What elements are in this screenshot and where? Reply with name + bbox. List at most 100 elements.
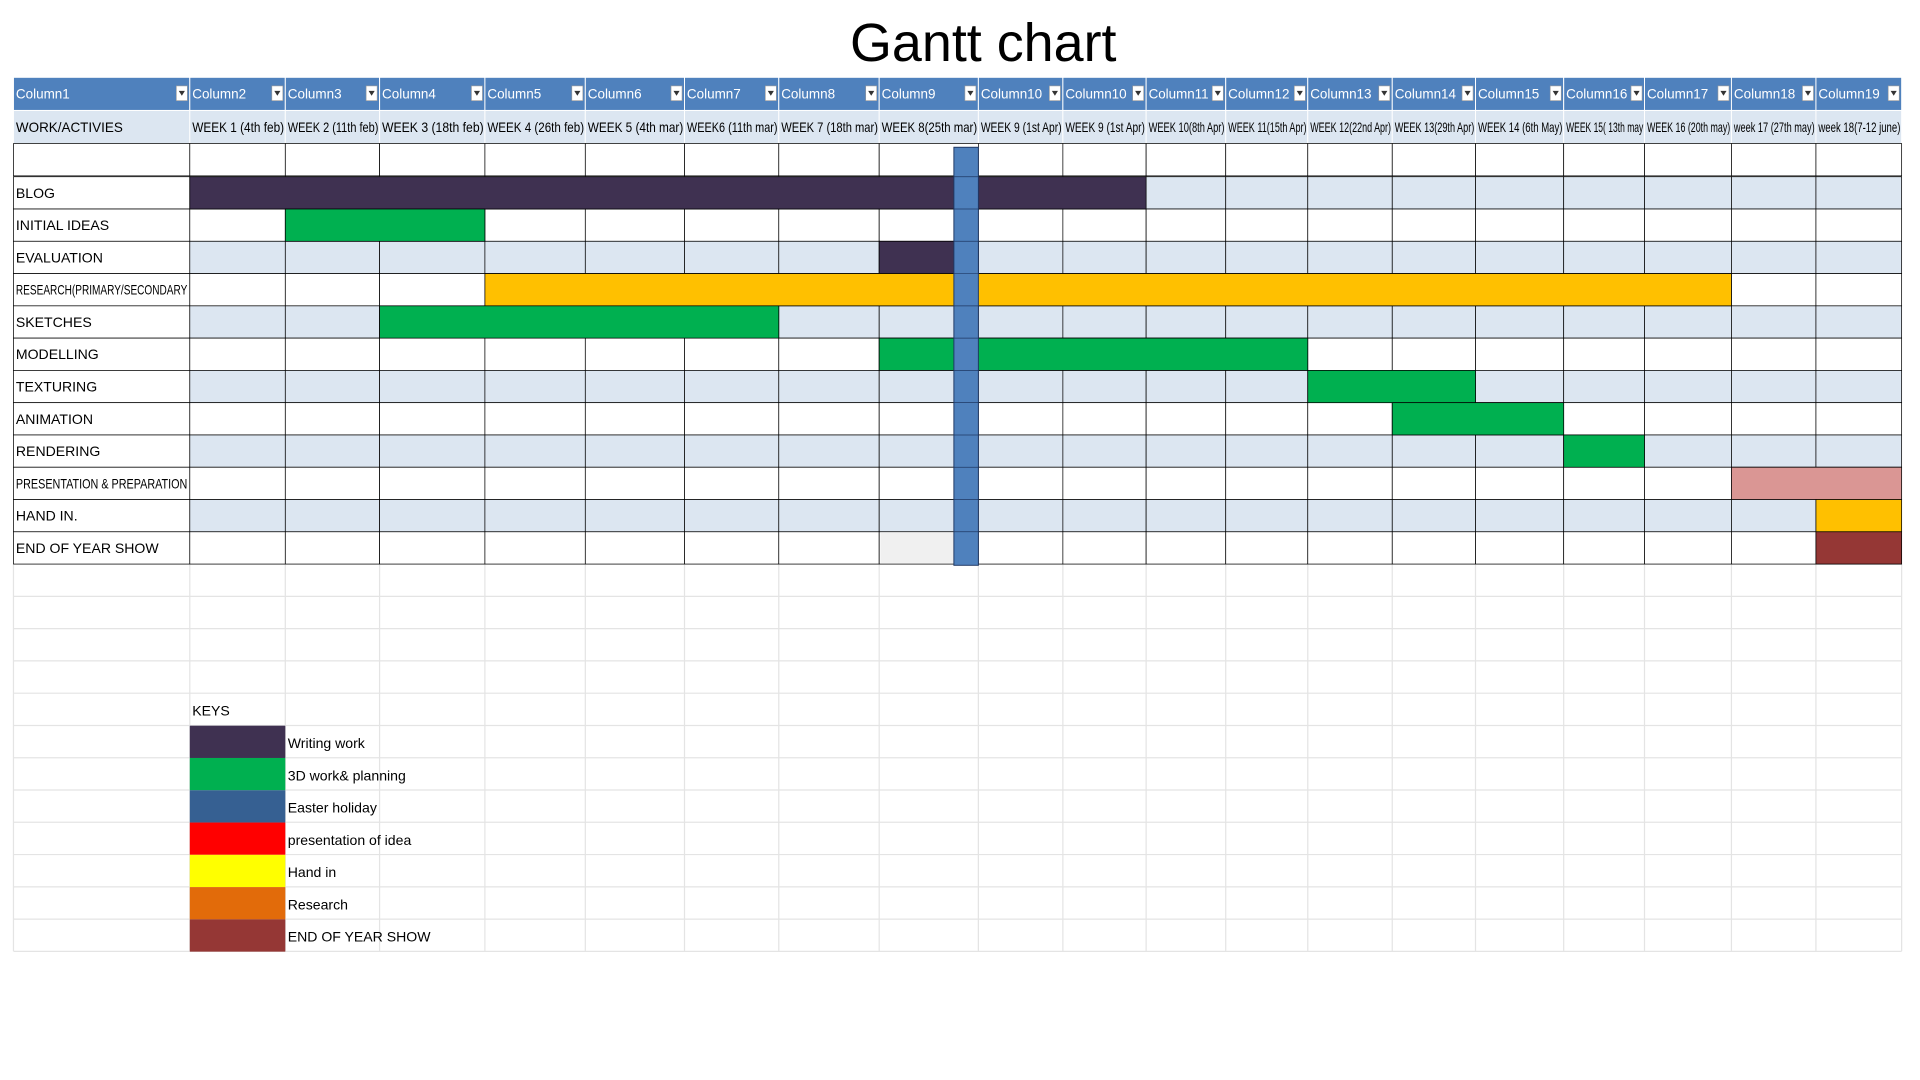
cell [778, 466, 880, 500]
cell [189, 208, 286, 242]
cell [284, 337, 380, 371]
cell [1307, 402, 1393, 436]
column-header: Column17 [1647, 87, 1708, 102]
cell [189, 434, 286, 468]
cell [284, 531, 380, 565]
cell [484, 434, 586, 468]
week-label: WEEK 15( 13th may [1566, 120, 1643, 135]
cell [13, 434, 191, 468]
task-label: END OF YEAR SHOW [16, 540, 159, 556]
column-header: Column3 [288, 87, 342, 102]
cell [1563, 466, 1645, 500]
cell [484, 337, 586, 371]
cell [1475, 466, 1565, 500]
task-bar [189, 176, 1147, 210]
week-label: week 17 (27th may) [1733, 120, 1815, 135]
cell [1145, 208, 1227, 242]
cell [584, 466, 685, 500]
cell [13, 305, 191, 339]
week-label: WEEK 14 (6th May) [1478, 120, 1562, 135]
column-header: Column16 [1566, 87, 1627, 102]
filter-arrow [1720, 90, 1727, 96]
cell [1731, 499, 1817, 533]
column-header: Column10 [981, 87, 1042, 102]
cell [684, 337, 780, 371]
cell [1307, 208, 1393, 242]
filter-arrow [1552, 90, 1559, 96]
cell [1563, 305, 1645, 339]
key-swatch [189, 757, 286, 791]
key-swatch [189, 854, 286, 888]
cell [1225, 370, 1309, 404]
week-label: WEEK 12(22nd Apr) [1310, 120, 1391, 135]
cell [1644, 370, 1732, 404]
cell [684, 240, 780, 274]
cell [1307, 531, 1393, 565]
cell [1225, 208, 1309, 242]
cell [284, 240, 380, 274]
cell [1307, 143, 1393, 177]
week-label: WEEK 4 (26th feb) [487, 120, 584, 135]
filter-arrow [178, 90, 185, 96]
key-swatch [189, 725, 286, 758]
cell [1225, 240, 1309, 274]
cell [1391, 337, 1476, 371]
cell [1475, 499, 1565, 533]
cell [379, 499, 486, 533]
cell [379, 273, 486, 307]
column-header: Column6 [588, 87, 642, 102]
filter-arrow [673, 90, 680, 96]
cell [978, 240, 1064, 274]
cell [1391, 466, 1476, 500]
cell [978, 402, 1064, 436]
cell [1731, 273, 1817, 307]
task-bar [379, 305, 780, 339]
cell [1145, 499, 1227, 533]
week-cell [1062, 109, 1147, 145]
cell [1225, 466, 1309, 500]
cell [379, 240, 486, 274]
cell [1644, 240, 1732, 274]
week-label: WEEK 8(25th mar) [882, 120, 978, 135]
column-header: Column12 [1228, 87, 1289, 102]
cell [978, 531, 1064, 565]
column-header: Column18 [1734, 87, 1795, 102]
week-label: WEEK 13(29th Apr) [1395, 120, 1475, 135]
header-cell [12, 76, 191, 111]
cell [484, 208, 586, 242]
task-bar [1307, 370, 1476, 404]
task-label: INITIAL IDEAS [16, 217, 109, 233]
task-label: ANIMATION [16, 411, 93, 427]
header-cell [1391, 76, 1477, 111]
cell [1644, 337, 1732, 371]
cell [189, 466, 286, 500]
cell [1145, 143, 1227, 177]
week-label: WEEK 5 (4th mar) [588, 120, 684, 135]
cell [13, 402, 191, 436]
task-bar [1731, 466, 1903, 500]
cell [1391, 434, 1476, 468]
cell [1475, 370, 1565, 404]
cell [1225, 531, 1309, 565]
cell [284, 305, 380, 339]
cell [684, 434, 780, 468]
task-bar [1815, 531, 1903, 565]
cell [1225, 305, 1309, 339]
cell [1475, 434, 1565, 468]
cell [1563, 499, 1645, 533]
cell [778, 370, 880, 404]
cell [1391, 176, 1476, 210]
task-bar [1391, 402, 1565, 436]
task-bar [878, 337, 1309, 371]
cell [379, 370, 486, 404]
cell [1307, 466, 1393, 500]
filter-arrow [1214, 90, 1221, 96]
cell [684, 499, 780, 533]
cell [1563, 240, 1645, 274]
cell [1815, 337, 1903, 371]
cell [1815, 208, 1903, 242]
cell [1307, 176, 1393, 210]
cell [1145, 531, 1227, 565]
cell [1062, 531, 1147, 565]
